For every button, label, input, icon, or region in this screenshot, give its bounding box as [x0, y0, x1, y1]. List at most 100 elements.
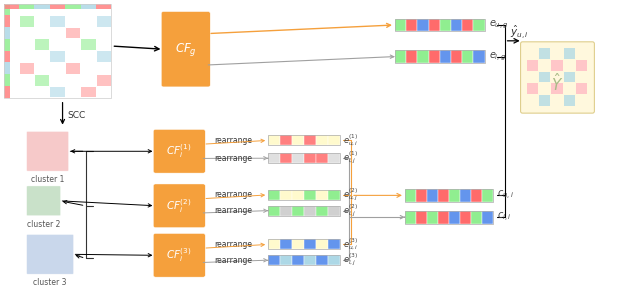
Bar [35, 4, 50, 9]
Bar [482, 189, 493, 202]
Bar [81, 4, 96, 9]
Bar [417, 50, 429, 63]
Bar [440, 50, 451, 63]
Bar [4, 39, 10, 51]
Bar [4, 86, 10, 98]
Text: $e_{i,g}$: $e_{i,g}$ [488, 50, 506, 63]
Text: rearrange: rearrange [214, 154, 252, 163]
Bar [292, 153, 304, 163]
Bar [440, 19, 451, 31]
Bar [97, 16, 111, 27]
Bar [395, 19, 406, 31]
Bar [268, 206, 280, 216]
Bar [304, 135, 316, 145]
Bar [427, 211, 438, 224]
Bar [474, 19, 484, 31]
Bar [395, 50, 484, 63]
Bar [4, 62, 10, 74]
Bar [429, 50, 440, 63]
Bar [416, 189, 427, 202]
Bar [405, 211, 493, 224]
Bar [406, 50, 417, 63]
Bar [35, 75, 49, 86]
Text: $c_{u,i}$: $c_{u,i}$ [497, 189, 514, 202]
Bar [50, 4, 65, 9]
Bar [4, 27, 10, 39]
Text: rearrange: rearrange [214, 240, 252, 249]
Bar [449, 211, 460, 224]
Bar [438, 189, 449, 202]
Bar [19, 4, 35, 9]
Bar [280, 135, 292, 145]
Bar [66, 63, 80, 74]
Bar [280, 240, 292, 249]
FancyBboxPatch shape [154, 184, 205, 228]
Bar [316, 206, 328, 216]
Bar [97, 75, 111, 86]
Bar [304, 206, 316, 216]
Text: $\hat{y}_{u,i}$: $\hat{y}_{u,i}$ [509, 23, 529, 41]
Text: rearrange: rearrange [214, 190, 252, 200]
Text: cluster 3: cluster 3 [33, 278, 67, 287]
FancyBboxPatch shape [154, 130, 205, 173]
Bar [268, 190, 340, 200]
Bar [449, 189, 460, 202]
Bar [451, 50, 462, 63]
Text: $CF_i^{(2)}$: $CF_i^{(2)}$ [166, 197, 192, 215]
Text: $e_{i,j}^{(1)}$: $e_{i,j}^{(1)}$ [343, 150, 358, 166]
Bar [316, 240, 328, 249]
Bar [292, 255, 304, 265]
Bar [328, 240, 340, 249]
Bar [316, 135, 328, 145]
Bar [304, 240, 316, 249]
Bar [470, 211, 482, 224]
Bar [576, 60, 588, 70]
Bar [96, 4, 111, 9]
Bar [405, 211, 416, 224]
Text: $e_{i,j}^{(3)}$: $e_{i,j}^{(3)}$ [343, 252, 358, 268]
Bar [405, 189, 493, 202]
FancyBboxPatch shape [161, 12, 210, 87]
Text: SCC: SCC [68, 111, 86, 120]
Bar [328, 190, 340, 200]
Bar [427, 189, 438, 202]
Bar [564, 72, 575, 82]
Bar [268, 135, 340, 145]
Bar [328, 135, 340, 145]
Bar [316, 153, 328, 163]
Text: $CF_i^{(1)}$: $CF_i^{(1)}$ [166, 142, 192, 160]
Bar [292, 135, 304, 145]
Bar [527, 84, 538, 94]
Text: $CF_i^{(3)}$: $CF_i^{(3)}$ [166, 246, 192, 264]
Text: $c_{i,i}$: $c_{i,i}$ [497, 211, 511, 224]
Bar [551, 84, 563, 94]
Bar [65, 4, 81, 9]
Bar [462, 50, 474, 63]
Bar [268, 190, 280, 200]
Bar [4, 4, 10, 15]
Bar [268, 255, 280, 265]
Bar [81, 86, 95, 97]
FancyBboxPatch shape [27, 131, 68, 171]
Bar [328, 255, 340, 265]
Bar [268, 206, 340, 216]
Bar [564, 48, 575, 59]
Bar [416, 211, 427, 224]
Bar [482, 211, 493, 224]
Bar [417, 19, 429, 31]
Bar [20, 63, 34, 74]
Bar [304, 255, 316, 265]
FancyBboxPatch shape [27, 235, 74, 274]
Text: cluster 2: cluster 2 [27, 220, 60, 229]
Bar [81, 39, 95, 50]
Bar [405, 189, 416, 202]
FancyBboxPatch shape [27, 186, 61, 216]
Bar [564, 95, 575, 106]
Bar [292, 240, 304, 249]
Bar [462, 19, 474, 31]
Text: $e_{u,i}^{(1)}$: $e_{u,i}^{(1)}$ [343, 133, 358, 148]
Bar [539, 95, 550, 106]
Bar [316, 190, 328, 200]
FancyBboxPatch shape [154, 233, 205, 277]
Text: $e_{u,g}$: $e_{u,g}$ [488, 19, 509, 31]
